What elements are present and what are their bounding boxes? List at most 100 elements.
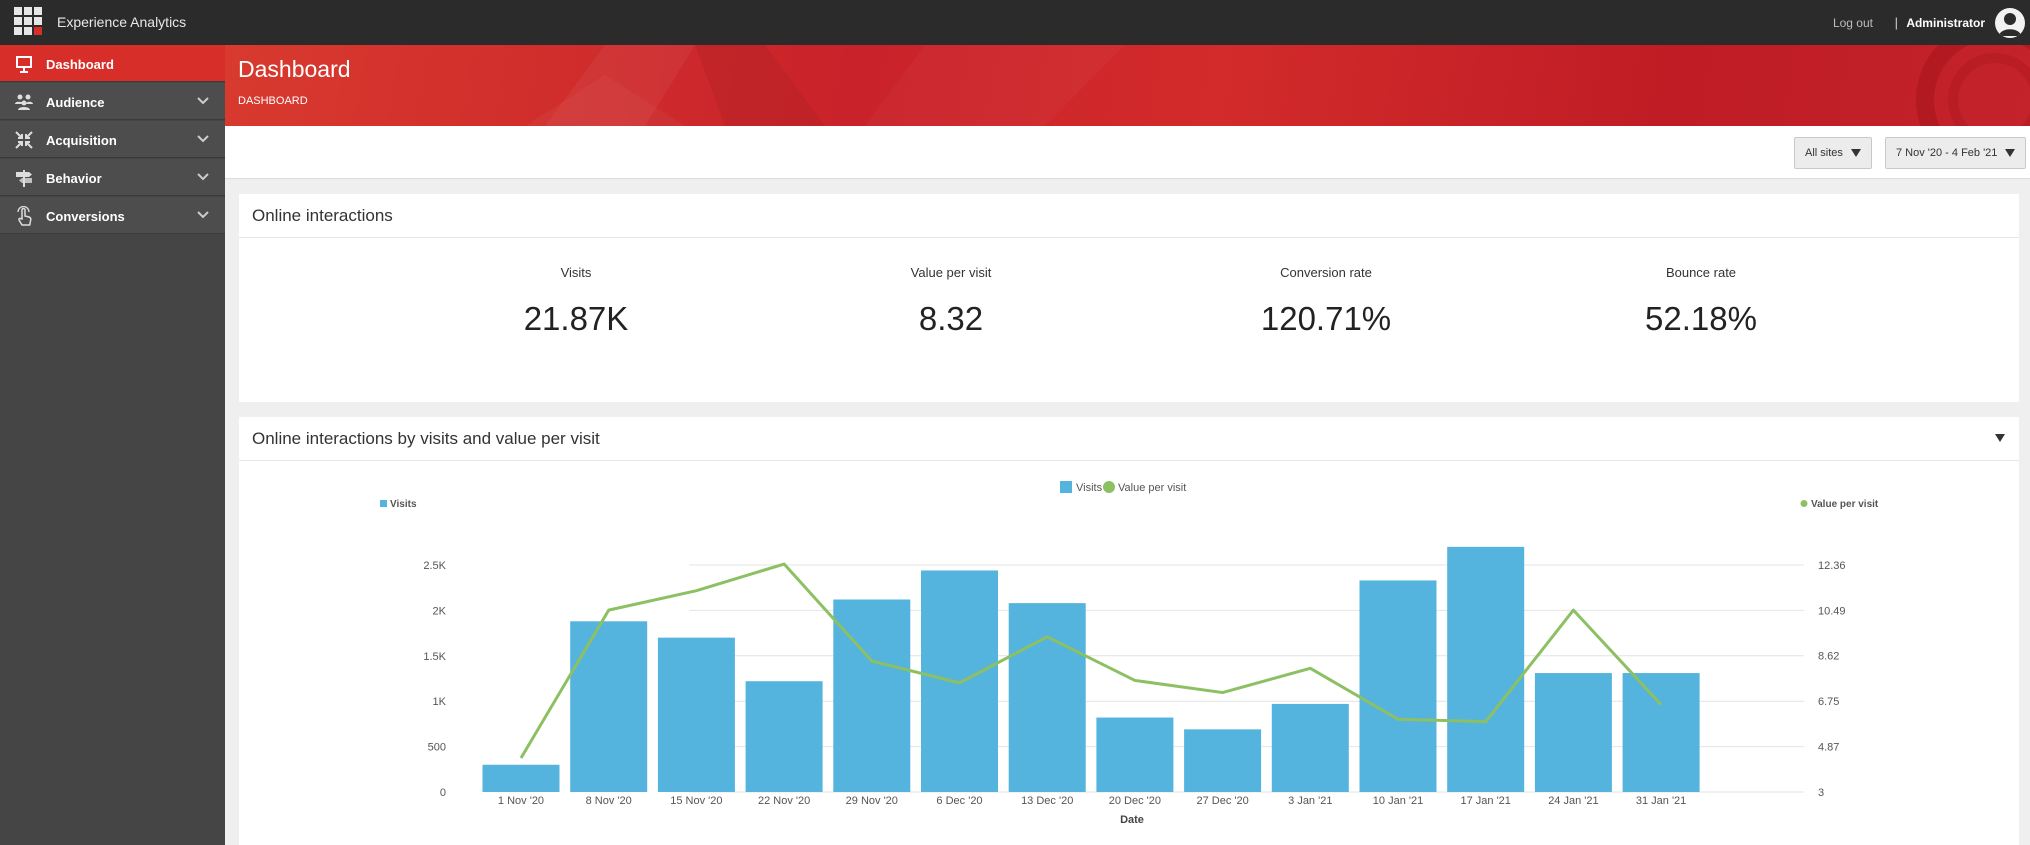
sidebar-item-label: Conversions: [46, 209, 125, 224]
kpi-value: 21.87K: [523, 300, 629, 337]
kpi-panel-title: Online interactions: [252, 206, 393, 225]
kpi-panel: Online interactions Visits 21.87K Value …: [239, 194, 2019, 402]
chevron-down-icon[interactable]: [197, 210, 209, 220]
kpi-label: Visits: [560, 265, 592, 280]
kpi-value: 8.32: [918, 300, 984, 337]
bar: [657, 637, 735, 792]
x-tick-label: 3 Jan '21: [1288, 795, 1332, 807]
divider: [239, 237, 2019, 238]
y-right-tick-label: 4.87: [1818, 742, 1839, 754]
dropdown-arrow-icon: [1850, 149, 1861, 158]
user-name[interactable]: Administrator: [1906, 16, 1985, 30]
y-left-axis-title: Visits: [390, 499, 417, 510]
dropdown-arrow-icon: [2005, 149, 2016, 158]
y-left-tick-label: 2.5K: [423, 560, 446, 572]
sidebar-item-label: Audience: [46, 95, 105, 110]
bar: [482, 764, 560, 792]
bar: [570, 621, 648, 792]
user-icon: [1999, 13, 2021, 36]
y-left-tick-label: 0: [440, 787, 446, 799]
sidebar-item-label: Acquisition: [46, 133, 117, 148]
separator: |: [1894, 15, 1898, 30]
header-decoration: [525, 45, 2030, 126]
bar: [1622, 673, 1700, 792]
signpost-icon: [16, 170, 32, 187]
bar: [1096, 717, 1174, 792]
kpi-label: Value per visit: [910, 265, 992, 280]
collapse-toggle-icon[interactable]: [1995, 434, 2005, 442]
sidebar: Dashboard Audience Acquisition Behavior: [0, 45, 225, 845]
y-right-tick-label: 10.49: [1818, 605, 1846, 617]
logout-link[interactable]: Log out: [1832, 16, 1873, 30]
people-icon: [15, 94, 33, 110]
bar: [1359, 580, 1437, 792]
value-per-visit-line: [519, 562, 1663, 759]
bar: [745, 681, 823, 792]
bar: [1447, 546, 1525, 792]
page-title: Dashboard: [238, 56, 351, 82]
x-tick-label: 10 Jan '21: [1373, 795, 1423, 807]
site-filter-label: All sites: [1805, 147, 1843, 159]
y-right-axis-title: Value per visit: [1811, 499, 1879, 510]
chevron-down-icon[interactable]: [197, 96, 209, 106]
sidebar-item-acquisition[interactable]: Acquisition: [0, 121, 225, 158]
x-tick-label: 22 Nov '20: [758, 795, 810, 807]
x-tick-label: 17 Jan '21: [1460, 795, 1510, 807]
kpi-label: Bounce rate: [1665, 265, 1737, 280]
legend-value-label: Value per visit: [1118, 482, 1186, 494]
y-left-tick-label: 1K: [433, 696, 447, 708]
presentation-icon: [16, 56, 32, 73]
top-bar: Experience Analytics Log out | Administr…: [0, 0, 2030, 45]
y-left-tick-label: 2K: [433, 605, 447, 617]
arrows-in-icon: [15, 131, 33, 149]
breadcrumb[interactable]: DASHBOARD: [238, 95, 308, 107]
legend-visits-label: Visits: [1076, 482, 1103, 494]
y-right-tick-label: 12.36: [1818, 560, 1846, 572]
page-header: Dashboard DASHBOARD: [225, 45, 2030, 126]
kpi-value: 52.18%: [1645, 300, 1757, 337]
sidebar-item-label: Dashboard: [46, 57, 114, 72]
x-tick-label: 24 Jan '21: [1548, 795, 1598, 807]
legend-value-swatch: [1103, 481, 1115, 493]
bar: [1271, 703, 1349, 792]
x-tick-label: 8 Nov '20: [586, 795, 632, 807]
date-range-dropdown[interactable]: 7 Nov '20 - 4 Feb '21: [1885, 137, 2027, 169]
kpi-label: Conversion rate: [1280, 265, 1372, 280]
legend-swatch: [1800, 500, 1808, 507]
filter-bar: All sites 7 Nov '20 - 4 Feb '21: [225, 126, 2030, 179]
app-title[interactable]: Experience Analytics: [57, 14, 187, 30]
chevron-down-icon[interactable]: [197, 172, 209, 182]
sidebar-item-label: Behavior: [46, 171, 102, 186]
date-range-label: 7 Nov '20 - 4 Feb '21: [1896, 147, 1998, 159]
sidebar-item-dashboard[interactable]: Dashboard: [0, 45, 225, 82]
avatar[interactable]: [1995, 8, 2025, 38]
legend-swatch: [380, 500, 387, 507]
x-tick-label: 31 Jan '21: [1636, 795, 1686, 807]
sidebar-item-audience[interactable]: Audience: [0, 83, 225, 120]
x-tick-label: 13 Dec '20: [1021, 795, 1073, 807]
x-axis-label: Date: [1120, 814, 1144, 826]
x-tick-label: 1 Nov '20: [498, 795, 544, 807]
y-left-tick-label: 1.5K: [423, 651, 446, 663]
x-tick-label: 15 Nov '20: [670, 795, 722, 807]
bar: [833, 599, 911, 792]
y-right-tick-label: 6.75: [1818, 696, 1839, 708]
kpi-value: 120.71%: [1260, 300, 1392, 337]
x-tick-label: 6 Dec '20: [936, 795, 982, 807]
bar: [1008, 603, 1086, 792]
app-launcher-icon[interactable]: [14, 7, 44, 37]
sidebar-item-behavior[interactable]: Behavior: [0, 159, 225, 196]
visits-value-chart: 0 500 1K 1.5K 2K 2.5K 3 4.87 6.75 8.62 10.49 12.36 1…: [380, 481, 1879, 826]
chart-panel: Online interactions by visits and value …: [239, 417, 2019, 845]
divider: [239, 460, 2019, 461]
y-right-tick-label: 3: [1818, 787, 1824, 799]
y-left-tick-label: 500: [428, 742, 446, 754]
bar: [1534, 673, 1612, 792]
chevron-down-icon[interactable]: [197, 134, 209, 144]
touch-icon: [17, 206, 32, 226]
y-right-tick-label: 8.62: [1818, 651, 1839, 663]
sidebar-item-conversions[interactable]: Conversions: [0, 197, 225, 234]
legend-visits-swatch: [1060, 481, 1072, 493]
x-tick-label: 20 Dec '20: [1109, 795, 1161, 807]
site-filter-dropdown[interactable]: All sites: [1794, 137, 1872, 169]
